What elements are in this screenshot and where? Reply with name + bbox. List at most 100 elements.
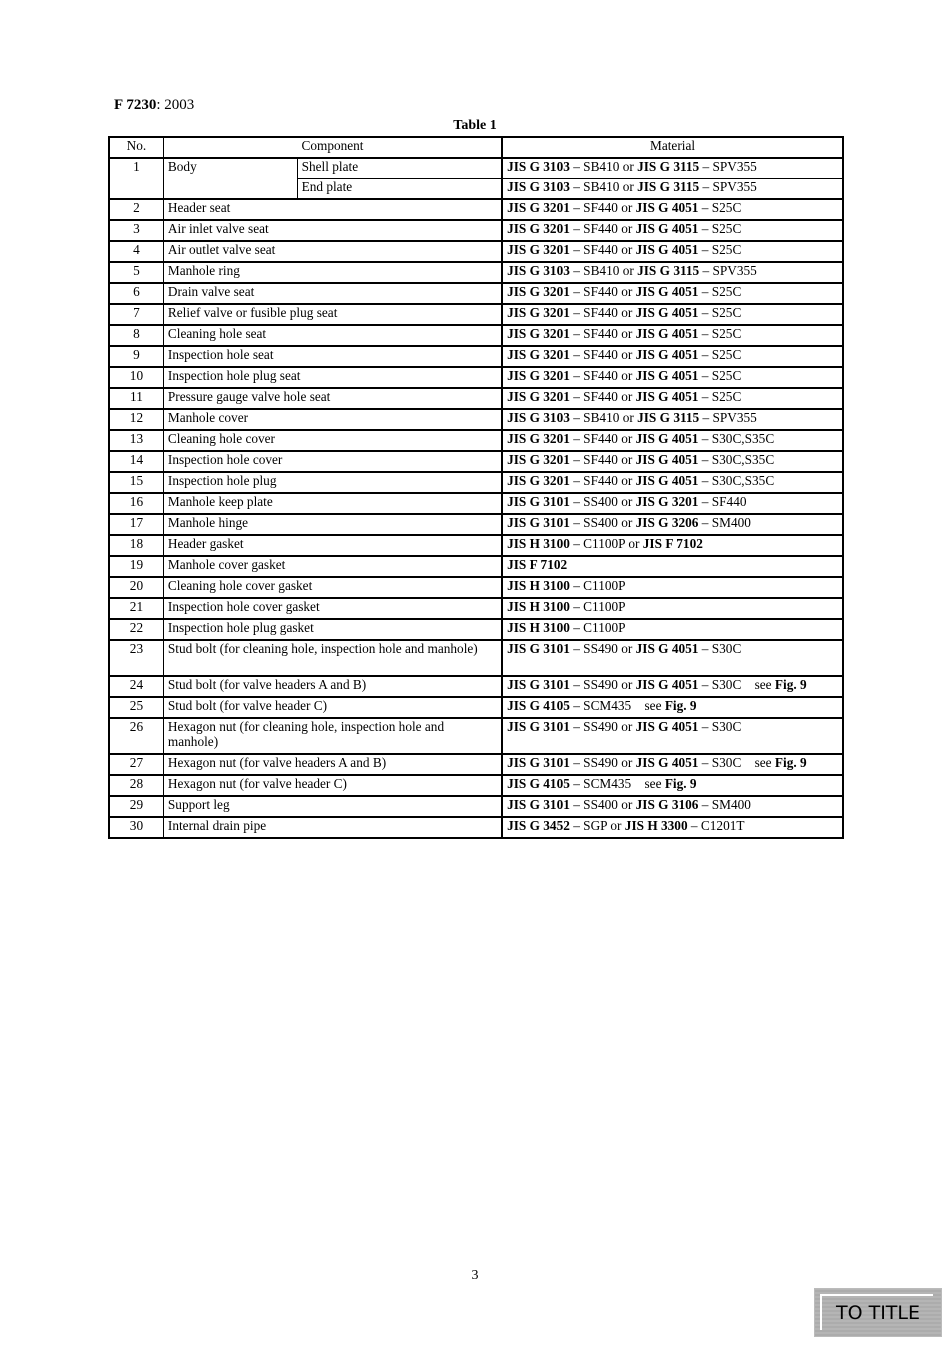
component-cell: Support leg — [162, 795, 503, 818]
table-row: 6 Drain valve seat JIS G 3201 – SF440 or J… — [108, 282, 844, 305]
table-row: 30 Internal drain pipe JIS G 3452 – SGP or… — [108, 816, 844, 839]
standard-ref: JIS G 3201 — [507, 221, 570, 236]
table-caption: Table 1 — [453, 118, 497, 133]
row-number: 9 — [108, 345, 164, 368]
row-number: 8 — [108, 324, 164, 347]
material-cell: JIS G 3201 – SF440 or JIS G 4051 – S25C — [501, 345, 844, 368]
table-row: 19 Manhole cover gasket JIS F 7102 — [108, 555, 844, 578]
material-cell: JIS G 3101 – SS400 or JIS G 3201 – SF440 — [501, 492, 844, 515]
material-grade: – SS400 or — [569, 797, 636, 812]
standard-ref: Fig. 9 — [664, 776, 697, 791]
material-grade: – SPV355 — [699, 410, 757, 425]
material-grade: – SF440 or — [569, 473, 636, 488]
material-grade: – SCM435 see — [569, 776, 665, 791]
table-row: 18 Header gasket JIS H 3100 – C1100P or JI… — [108, 534, 844, 557]
table-row: 4 Air outlet valve seat JIS G 3201 – SF440… — [108, 240, 844, 263]
doc-year: : 2003 — [156, 97, 195, 113]
standard-ref: JIS H 3100 — [507, 578, 570, 593]
material-grade: – S25C — [698, 368, 742, 383]
component-cell: Air inlet valve seat — [162, 219, 503, 242]
standard-ref: JIS G 3201 — [507, 347, 570, 362]
material-cell: JIS H 3100 – C1100P — [501, 618, 844, 641]
standard-ref: JIS H 3100 — [507, 620, 570, 635]
material-grade: – S30C — [698, 641, 742, 656]
component-cell: Inspection hole seat — [162, 345, 503, 368]
standard-ref: JIS G 4051 — [635, 677, 699, 692]
material-grade: – SGP or — [569, 818, 625, 833]
component-cell: Manhole ring — [162, 261, 503, 284]
material-grade: – SS400 or — [569, 515, 636, 530]
material-cell: JIS G 3101 – SS490 or JIS G 4051 – S30C … — [501, 753, 844, 776]
standard-ref: JIS F 7102 — [642, 536, 703, 551]
materials-table: No. Component Material 1 Body Shell plate J… — [108, 136, 844, 839]
standard-ref: Fig. 9 — [774, 755, 807, 770]
material-grade: – SPV355 — [699, 263, 757, 278]
material-cell: JIS G 3201 – SF440 or JIS G 4051 – S25C — [501, 303, 844, 326]
material-grade: – SF440 or — [569, 368, 636, 383]
standard-ref: JIS G 4051 — [635, 368, 699, 383]
standard-ref: JIS G 4051 — [635, 431, 699, 446]
table-row: 26 Hexagon nut (for cleaning hole, inspec… — [108, 717, 844, 755]
material-cell: JIS G 3201 – SF440 or JIS G 4051 – S25C — [501, 198, 844, 221]
material-grade: – SF440 or — [569, 200, 636, 215]
row-number: 29 — [108, 795, 164, 818]
material-grade: – S30C,S35C — [698, 431, 775, 446]
row-number: 5 — [108, 261, 164, 284]
row-number: 4 — [108, 240, 164, 263]
material-cell: JIS G 3103 – SB410 or JIS G 3115 – SPV35… — [501, 408, 844, 431]
component-cell: Pressure gauge valve hole seat — [162, 387, 503, 410]
row-number: 27 — [108, 753, 164, 776]
standard-ref: JIS G 3201 — [507, 473, 570, 488]
row-number: 11 — [108, 387, 164, 410]
material-cell: JIS G 4105 – SCM435 see Fig. 9 — [501, 696, 844, 719]
material-grade: – S25C — [698, 347, 742, 362]
row-number: 12 — [108, 408, 164, 431]
standard-ref: JIS H 3100 — [507, 536, 570, 551]
material-grade: – S30C,S35C — [698, 452, 775, 467]
material-grade: – SB410 or — [569, 410, 638, 425]
component-cell: Drain valve seat — [162, 282, 503, 305]
material-grade: – SF440 or — [569, 284, 636, 299]
material-cell: JIS H 3100 – C1100P — [501, 597, 844, 620]
standard-ref: JIS G 4051 — [635, 200, 699, 215]
material-grade: – SB410 or — [569, 179, 638, 194]
subcomponent-cell: End plate — [296, 178, 503, 200]
standard-ref: JIS G 3101 — [507, 677, 570, 692]
standard-ref: Fig. 9 — [774, 677, 807, 692]
table-row: 10 Inspection hole plug seat JIS G 3201 – … — [108, 366, 844, 389]
row-number: 22 — [108, 618, 164, 641]
material-grade: – SM400 — [698, 515, 751, 530]
table-row: 21 Inspection hole cover gasket JIS H 3100… — [108, 597, 844, 620]
standard-ref: JIS G 3101 — [507, 755, 570, 770]
material-cell: JIS G 3101 – SS400 or JIS G 3106 – SM400 — [501, 795, 844, 818]
material-grade: – C1100P — [569, 578, 626, 593]
standard-ref: JIS G 3201 — [635, 494, 699, 509]
material-grade: – SS490 or — [569, 719, 636, 734]
component-cell: Manhole keep plate — [162, 492, 503, 515]
row-number: 7 — [108, 303, 164, 326]
to-title-button[interactable]: TO TITLE — [814, 1288, 942, 1337]
material-cell: JIS G 3201 – SF440 or JIS G 4051 – S25C — [501, 324, 844, 347]
standard-ref: JIS G 3201 — [507, 452, 570, 467]
row-number: 3 — [108, 219, 164, 242]
standard-ref: JIS H 3300 — [624, 818, 688, 833]
component-cell: Hexagon nut (for valve header C) — [162, 774, 503, 797]
table-row: 25 Stud bolt (for valve header C) JIS G 41… — [108, 696, 844, 719]
material-cell: JIS G 3101 – SS400 or JIS G 3206 – SM400 — [501, 513, 844, 536]
standard-ref: JIS G 3206 — [635, 515, 699, 530]
material-grade: – SB410 or — [569, 159, 638, 174]
material-grade: – SPV355 — [699, 179, 757, 194]
component-cell: Header gasket — [162, 534, 503, 557]
material-grade: – C1100P — [569, 620, 626, 635]
table-row: 3 Air inlet valve seat JIS G 3201 – SF440 … — [108, 219, 844, 242]
standard-ref: JIS G 4051 — [635, 719, 699, 734]
row-number: 14 — [108, 450, 164, 473]
material-cell: JIS H 3100 – C1100P — [501, 576, 844, 599]
table-row: 22 Inspection hole plug gasket JIS H 3100 … — [108, 618, 844, 641]
component-cell: Air outlet valve seat — [162, 240, 503, 263]
standard-ref: JIS G 3101 — [507, 641, 570, 656]
component-cell: Body — [162, 157, 298, 200]
standard-ref: JIS G 4105 — [507, 776, 570, 791]
component-cell: Manhole hinge — [162, 513, 503, 536]
standard-ref: Fig. 9 — [664, 698, 697, 713]
